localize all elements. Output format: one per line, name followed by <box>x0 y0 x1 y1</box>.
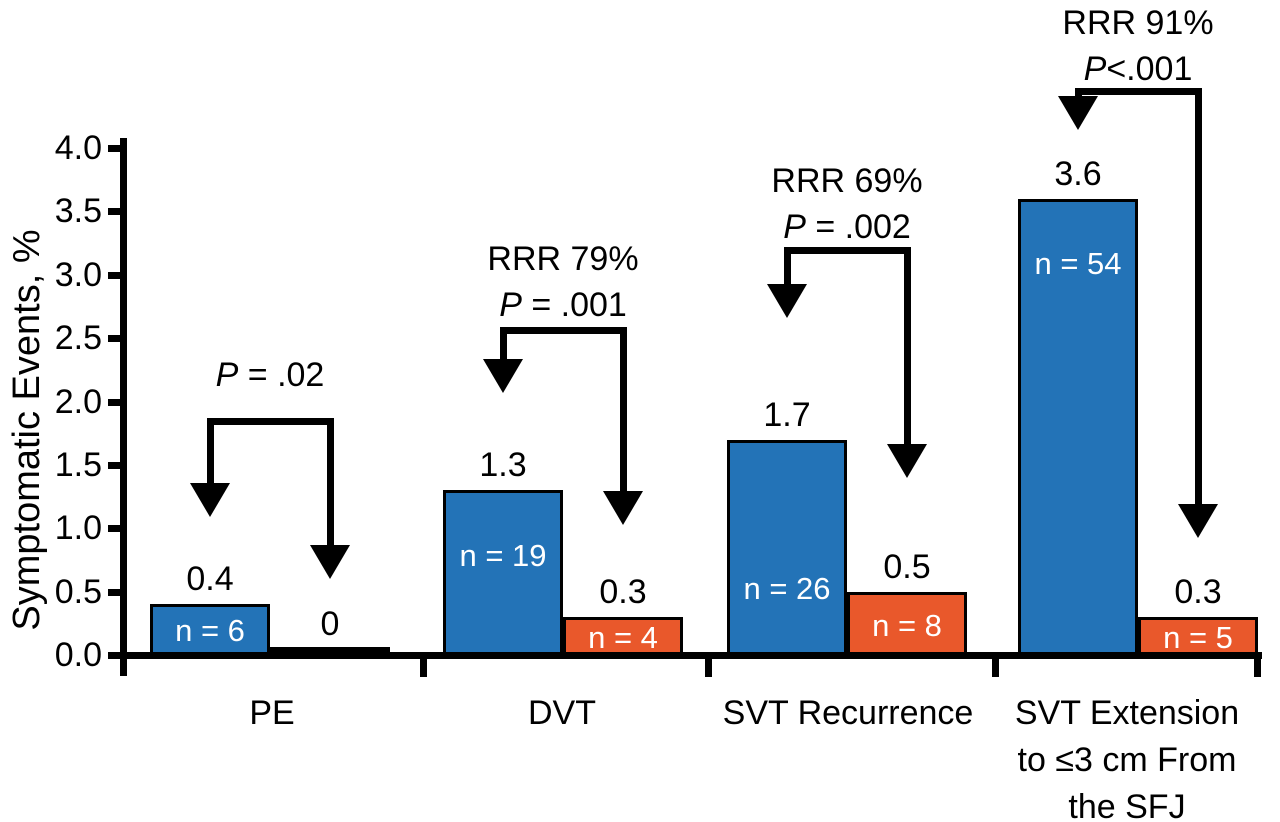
bar-value-label: 1.7 <box>763 396 811 434</box>
stat-annotation: P = .02 <box>100 352 440 398</box>
bar-value-label: 3.6 <box>1054 155 1102 193</box>
x-category-label: PE <box>102 690 442 737</box>
y-axis-tick <box>108 525 127 533</box>
blue-bar <box>1018 199 1138 655</box>
x-category-label-line: PE <box>249 694 295 732</box>
bracket-right-arm <box>620 327 627 491</box>
bracket-right-arm <box>1195 88 1202 504</box>
bracket-left-arm <box>784 247 791 284</box>
bar-n-label: n = 5 <box>1163 620 1233 655</box>
y-axis-tick-label: 0.0 <box>54 636 102 674</box>
bar-value-label: 0.4 <box>186 560 234 598</box>
bar-n-label: n = 19 <box>459 538 547 573</box>
bar-n-label: n = 4 <box>588 620 658 655</box>
y-axis-tick-label: 2.0 <box>54 382 102 421</box>
y-axis-tick-label: 1.5 <box>54 445 102 484</box>
x-category-label: SVT Recurrence <box>678 690 1018 737</box>
down-arrowhead-icon <box>483 359 523 393</box>
bracket-horizontal <box>1075 88 1202 95</box>
stat-annotation: RRR 91% P<.001 <box>968 0 1280 92</box>
bar-value-label: 0.3 <box>599 573 647 611</box>
bracket-left-arm <box>207 418 214 483</box>
blue-bar <box>727 440 847 655</box>
x-axis-tick <box>420 659 427 677</box>
p-value-label: P = .001 <box>499 286 627 324</box>
zero-bar-cap <box>270 647 390 659</box>
x-axis-tick <box>992 659 999 677</box>
bracket-horizontal <box>784 247 911 254</box>
stat-annotation: RRR 79% P = .001 <box>393 236 733 328</box>
p-value-label: P = .002 <box>783 208 911 246</box>
y-axis-tick <box>108 652 127 659</box>
down-arrowhead-icon <box>190 483 230 517</box>
x-category-label-line: DVT <box>528 694 596 732</box>
x-category-label: SVT Extension to ≤3 cm From the SFJ <box>957 690 1280 822</box>
y-axis-tick <box>108 208 127 216</box>
blue-bar <box>443 490 563 655</box>
bracket-right-arm <box>904 247 911 444</box>
bar-value-label: 0.3 <box>1174 573 1222 611</box>
x-axis-tick <box>1254 659 1261 677</box>
bracket-left-arm <box>1075 88 1082 96</box>
down-arrowhead-icon <box>1058 96 1098 130</box>
y-axis-tick <box>108 271 127 279</box>
x-category-label: DVT <box>392 690 732 737</box>
down-arrowhead-icon <box>603 491 643 525</box>
x-category-label-line: the SFJ <box>1068 788 1186 822</box>
stat-annotation: RRR 69% P = .002 <box>677 158 1017 250</box>
bracket-horizontal <box>207 418 334 425</box>
y-axis-tick-label: 3.0 <box>54 255 102 294</box>
p-value-label: P<.001 <box>1083 50 1193 88</box>
bracket-horizontal <box>500 327 627 334</box>
down-arrowhead-icon <box>887 444 927 478</box>
bar-value-label: 1.3 <box>479 446 527 484</box>
y-axis-tick <box>108 461 127 469</box>
bar-value-label: 0.5 <box>883 548 931 586</box>
x-category-label-line: to ≤3 cm From <box>1017 741 1237 779</box>
y-axis-tick <box>108 398 127 406</box>
x-category-label-line: SVT Recurrence <box>722 694 974 732</box>
bracket-left-arm <box>500 327 507 359</box>
x-category-label-line: SVT Extension <box>1014 694 1240 732</box>
bar-n-label: n = 6 <box>175 613 245 648</box>
bar-n-label: n = 26 <box>743 571 831 606</box>
x-axis-line <box>120 652 1262 659</box>
orange-bar <box>847 592 967 655</box>
y-axis-tick <box>108 145 127 152</box>
y-axis-tick-label: 4.0 <box>54 129 102 167</box>
bar-n-label: n = 54 <box>1034 246 1122 281</box>
bar-value-label: 0 <box>320 605 340 643</box>
bracket-right-arm <box>327 418 334 545</box>
rrr-label: RRR 79% <box>487 240 639 278</box>
p-value-label: P = .02 <box>215 356 325 394</box>
blue-bar <box>150 604 270 655</box>
y-axis-tick-label: 2.5 <box>54 319 102 358</box>
y-axis-tick-label: 3.5 <box>54 192 102 231</box>
down-arrowhead-icon <box>310 545 350 579</box>
y-axis-tick-label: 1.0 <box>54 509 102 548</box>
y-axis-line <box>120 138 127 676</box>
orange-bar <box>563 617 683 655</box>
rrr-label: RRR 69% <box>771 162 923 200</box>
bar-n-label: n = 8 <box>872 608 942 643</box>
y-axis-tick-label: 0.5 <box>54 572 102 611</box>
y-axis-tick <box>108 335 127 343</box>
y-axis-tick <box>108 588 127 596</box>
down-arrowhead-icon <box>767 284 807 318</box>
orange-bar <box>1138 617 1258 655</box>
x-axis-tick <box>705 659 712 677</box>
rrr-label: RRR 91% <box>1062 4 1214 42</box>
down-arrowhead-icon <box>1178 504 1218 538</box>
